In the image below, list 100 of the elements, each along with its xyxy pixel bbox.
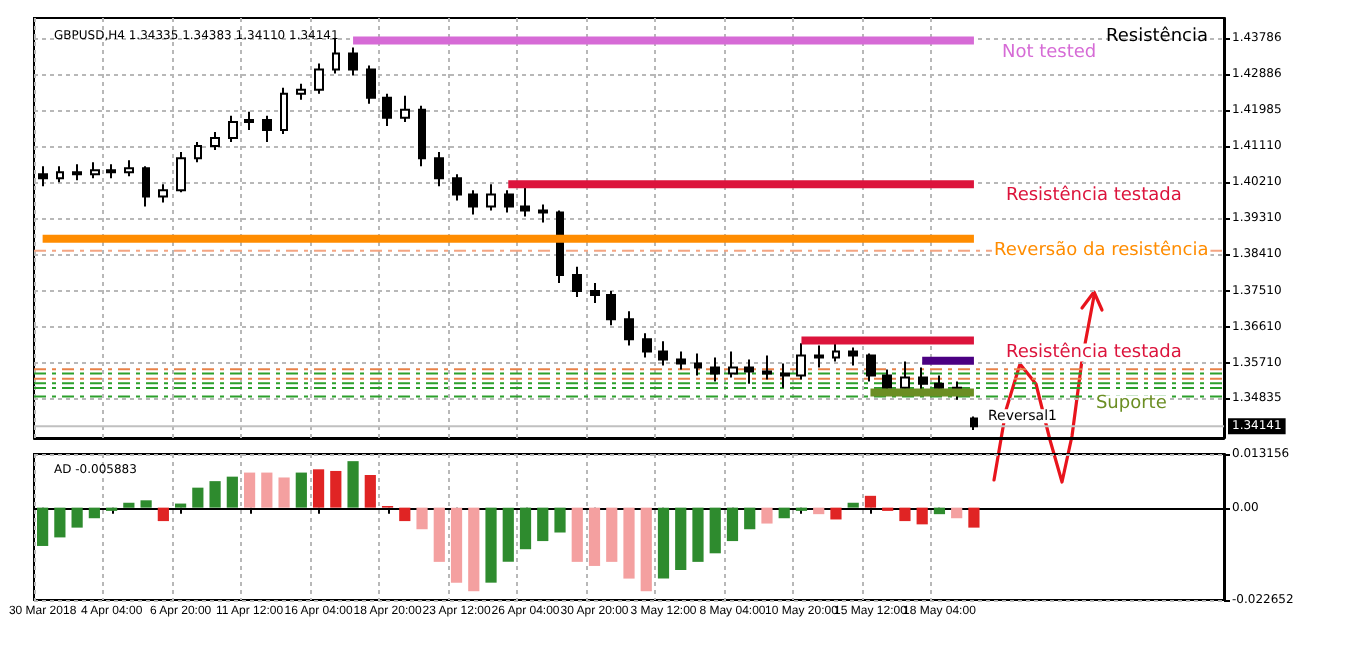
bar	[744, 507, 756, 530]
candlestick	[56, 165, 64, 184]
candlestick	[106, 163, 116, 180]
bar	[933, 507, 946, 515]
annotation: Resistência	[1106, 25, 1208, 47]
candlestick	[848, 346, 858, 367]
bar	[519, 507, 532, 550]
bar	[123, 502, 135, 508]
series-label: Resistência testada	[1005, 184, 1182, 207]
candlestick	[694, 352, 702, 377]
candlestick	[176, 151, 186, 194]
candlestick	[90, 161, 100, 180]
candlestick	[366, 64, 376, 105]
bar	[312, 469, 325, 508]
candlestick	[142, 165, 150, 208]
bar	[468, 507, 480, 592]
candlestick	[332, 37, 340, 75]
candlestick	[244, 110, 254, 131]
bar	[243, 472, 256, 508]
bar	[606, 507, 618, 562]
candlestick	[468, 189, 478, 216]
candlestick	[832, 340, 840, 363]
bar	[864, 495, 877, 508]
candlestick	[158, 183, 168, 204]
bar	[951, 507, 963, 519]
candlestick	[228, 114, 238, 144]
bar	[778, 507, 790, 519]
bar	[537, 507, 549, 542]
bar	[157, 507, 169, 522]
bar	[37, 507, 49, 546]
candlestick	[400, 94, 410, 123]
bar	[692, 507, 704, 562]
bar	[261, 472, 273, 508]
candlestick	[624, 310, 634, 347]
candlestick	[38, 165, 48, 188]
bar	[726, 507, 739, 542]
candlestick	[418, 104, 426, 168]
bar	[847, 502, 859, 508]
candlestick	[452, 173, 462, 202]
bar	[347, 461, 359, 508]
candlestick	[814, 344, 824, 369]
candlestick	[194, 141, 202, 164]
text: Suporte	[1095, 394, 1168, 415]
bar	[330, 470, 342, 508]
bar	[278, 477, 290, 508]
candlestick	[918, 366, 928, 391]
candlestick	[970, 415, 978, 431]
candlestick	[314, 62, 324, 95]
bar	[657, 507, 670, 579]
candlestick	[658, 340, 668, 367]
bar	[209, 481, 221, 508]
candlestick	[262, 114, 272, 144]
bar	[71, 507, 83, 528]
bar	[968, 507, 980, 528]
bar	[813, 507, 825, 515]
bar	[192, 487, 204, 508]
series-label: Reversão da resistência	[993, 238, 1209, 261]
bar	[416, 507, 428, 530]
bar	[88, 507, 100, 519]
bar	[623, 507, 635, 579]
bar	[916, 507, 928, 525]
candlestick	[348, 46, 358, 77]
series-label: Not tested	[1001, 42, 1097, 63]
bar	[554, 507, 566, 533]
candlestick	[124, 159, 134, 178]
candlestick	[642, 332, 652, 359]
candlestick	[486, 183, 496, 212]
bar	[899, 507, 911, 522]
bar	[709, 507, 721, 554]
candlestick	[296, 82, 306, 101]
bar	[571, 507, 583, 562]
candlestick	[434, 151, 444, 188]
bar	[830, 507, 842, 520]
bar	[640, 507, 652, 592]
bar	[364, 475, 376, 508]
bar	[433, 507, 445, 562]
bar	[761, 507, 773, 524]
candlestick	[710, 356, 720, 383]
candlestick	[796, 342, 806, 381]
bar	[588, 507, 601, 566]
candlestick	[780, 362, 790, 389]
candlestick	[900, 360, 910, 393]
candlestick	[538, 203, 548, 224]
candlestick	[866, 352, 876, 383]
candlestick	[520, 183, 530, 218]
bar	[675, 507, 687, 571]
candlestick	[762, 354, 772, 381]
bar	[295, 472, 307, 508]
bar	[226, 476, 238, 508]
candlestick	[504, 189, 514, 214]
bar	[399, 507, 411, 522]
bar	[485, 507, 497, 583]
candlestick	[590, 281, 600, 305]
candlestick	[210, 130, 220, 152]
bar	[450, 507, 463, 583]
bar	[54, 507, 66, 538]
candlestick	[382, 92, 392, 127]
candlestick	[572, 265, 582, 299]
candlestick	[280, 86, 288, 135]
candlestick	[676, 350, 686, 371]
